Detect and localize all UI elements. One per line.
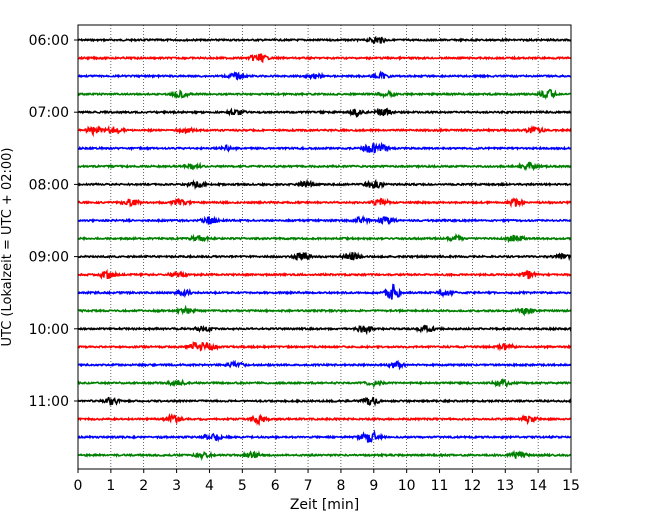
seismic-trace [77, 88, 572, 101]
seismic-trace [77, 412, 572, 427]
y-tick-label: 07:00 [29, 105, 69, 121]
x-tick-label: 11 [431, 478, 449, 494]
x-tick-label: 8 [336, 478, 345, 494]
seismic-trace [77, 429, 572, 443]
seismic-trace [77, 124, 572, 138]
y-tick-label: 09:00 [29, 250, 69, 266]
x-tick-label: 10 [398, 478, 416, 494]
x-tick-label: 5 [238, 478, 247, 494]
x-tick-label: 7 [304, 478, 313, 494]
seismic-trace [77, 161, 572, 172]
x-tick-label: 2 [139, 478, 148, 494]
y-tick-label: 11:00 [29, 394, 69, 410]
seismic-trace [77, 35, 572, 45]
seismic-trace [77, 268, 572, 280]
plot-frame [77, 24, 572, 470]
y-tick-label: 08:00 [29, 177, 69, 193]
seismic-trace [77, 283, 572, 300]
y-axis-label: UTC (Lokalzeit = UTC + 02:00) [0, 148, 15, 347]
trace-group [77, 35, 572, 462]
x-tick-label: 1 [106, 478, 115, 494]
seismic-trace [77, 70, 572, 81]
seismic-trace [77, 53, 572, 64]
seismic-trace [77, 232, 572, 244]
x-axis-ticks: 0 1 2 3 4 5 6 7 8 9 10 11 12 13 14 15 [74, 469, 580, 494]
x-tick-label: 15 [562, 478, 580, 494]
y-axis-ticks: 06:00 07:00 08:00 09:00 10:00 11:00 [29, 33, 78, 410]
x-tick-label: 14 [529, 478, 547, 494]
seismic-trace [77, 359, 572, 371]
seismic-trace [77, 449, 572, 462]
seismic-trace [77, 251, 572, 262]
vertical-grid [110, 25, 539, 469]
x-tick-label: 4 [205, 478, 214, 494]
x-tick-label: 9 [369, 478, 378, 494]
x-tick-label: 6 [271, 478, 280, 494]
x-tick-label: 13 [496, 478, 514, 494]
seismic-trace [77, 341, 572, 352]
x-tick-label: 12 [463, 478, 481, 494]
y-tick-label: 10:00 [29, 322, 69, 338]
seismic-trace [77, 396, 572, 407]
seismic-trace [77, 107, 572, 119]
x-tick-label: 0 [74, 478, 83, 494]
x-axis-label: Zeit [min] [290, 497, 359, 513]
x-tick-label: 3 [172, 478, 181, 494]
seismic-trace [77, 304, 572, 317]
seismic-trace [77, 178, 572, 191]
seismic-trace [77, 141, 572, 154]
seismic-trace [77, 214, 572, 226]
seismic-trace [77, 378, 572, 389]
y-tick-label: 06:00 [29, 33, 69, 49]
seismic-trace [77, 197, 572, 209]
seismic-trace [77, 324, 572, 336]
